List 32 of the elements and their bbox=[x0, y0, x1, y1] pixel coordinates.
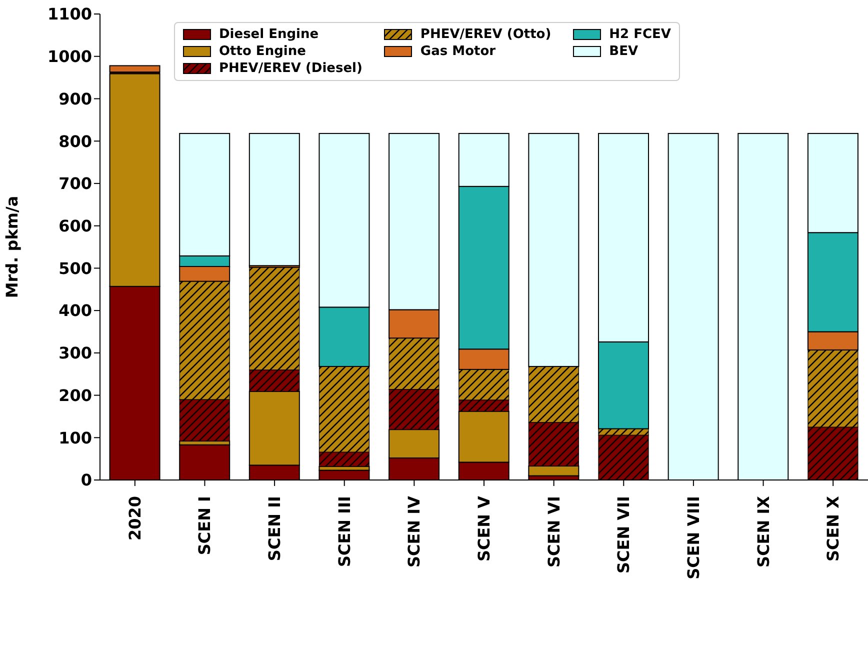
x-tick-label: SCEN III bbox=[334, 496, 354, 568]
y-tick-label: 200 bbox=[58, 386, 92, 405]
x-tick-label: SCEN IX bbox=[754, 495, 773, 568]
x-tick-label: SCEN II bbox=[265, 496, 284, 562]
legend-label: BEV bbox=[609, 44, 638, 59]
x-tick-label: SCEN IV bbox=[404, 495, 424, 568]
y-tick-label: 0 bbox=[80, 470, 92, 490]
x-tick-label: SCEN X bbox=[824, 495, 843, 562]
x-tick-label: SCEN V bbox=[474, 495, 494, 562]
legend-label: Gas Motor bbox=[420, 44, 496, 59]
bar bbox=[248, 132, 300, 266]
y-tick-label: 400 bbox=[58, 301, 92, 320]
y-tick-label: 900 bbox=[58, 89, 92, 108]
y-tick-label: 300 bbox=[58, 344, 92, 363]
y-tick-label: 500 bbox=[58, 258, 92, 278]
y-tick-label: 800 bbox=[58, 132, 92, 151]
y-tick-label: 1100 bbox=[47, 4, 92, 24]
y-tick-label: 700 bbox=[58, 174, 92, 194]
x-tick-label: SCEN VIII bbox=[684, 496, 703, 580]
x-tick-label: SCEN VII bbox=[614, 496, 634, 574]
y-tick-label: 1000 bbox=[47, 47, 92, 66]
legend-label: Otto Engine bbox=[219, 44, 306, 59]
legend-label: H2 FCEV bbox=[609, 27, 671, 42]
x-tick-label: 2020 bbox=[125, 496, 144, 541]
y-axis-title: Mrd. pkm/a bbox=[2, 196, 22, 298]
y-tick-label: 600 bbox=[58, 216, 92, 236]
x-tick-label: SCEN VI bbox=[544, 496, 564, 568]
x-tick-label: SCEN I bbox=[195, 496, 214, 556]
y-tick-label: 100 bbox=[58, 428, 92, 448]
legend-label: PHEV/EREV (Otto) bbox=[420, 27, 552, 42]
legend-label: Diesel Engine bbox=[219, 27, 319, 42]
legend-label: PHEV/EREV (Diesel) bbox=[219, 61, 362, 76]
